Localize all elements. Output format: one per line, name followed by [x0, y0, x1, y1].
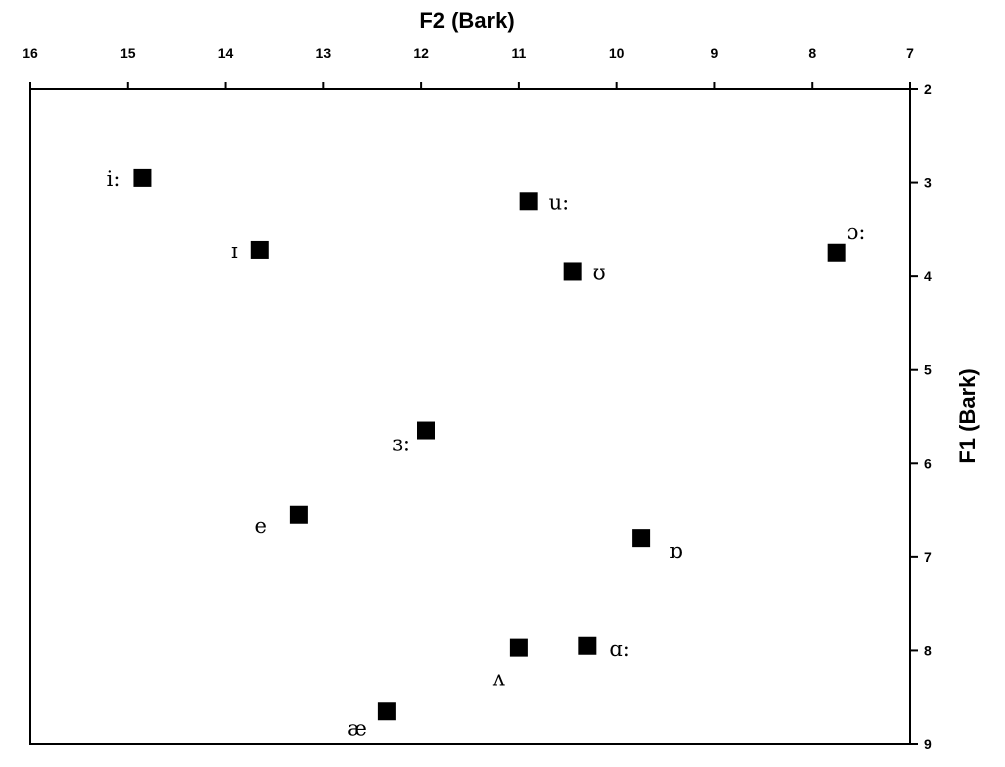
data-point-label: ɔ: — [847, 220, 866, 244]
data-point-marker — [632, 529, 651, 548]
data-point-label: ɒ — [669, 539, 682, 563]
y-tick-label: 3 — [924, 175, 932, 191]
data-point-label: ʊ — [593, 260, 606, 284]
y-tick-label: 5 — [924, 362, 932, 378]
data-point-label: æ — [347, 716, 367, 740]
data-point-label: ɪ — [231, 239, 238, 263]
data-point-marker — [133, 168, 152, 187]
data-point-label: ɜ: — [392, 432, 410, 456]
data-point-label: e — [254, 514, 266, 538]
x-tick-label: 12 — [413, 45, 429, 61]
data-point-marker — [519, 192, 538, 211]
x-tick-label: 15 — [120, 45, 136, 61]
data-point-marker — [509, 638, 528, 657]
x-tick-label: 11 — [511, 45, 526, 61]
data-point-marker — [289, 505, 308, 524]
y-tick-label: 4 — [924, 268, 932, 284]
data-point-label: ʌ — [492, 667, 505, 691]
data-point-marker — [417, 421, 435, 440]
y-tick-label: 8 — [924, 642, 932, 658]
x-tick-label: 7 — [906, 45, 914, 61]
x-tick-label: 14 — [218, 45, 234, 61]
y-tick-label: 9 — [924, 736, 932, 752]
data-point-marker — [377, 702, 396, 721]
x-tick-label: 10 — [609, 45, 625, 61]
x-tick-label: 16 — [22, 45, 38, 61]
x-axis-title: F2 (Bark) — [419, 8, 514, 33]
y-axis: 2 3 4 5 6 7 8 9 — [910, 81, 932, 752]
y-tick-label: 2 — [924, 81, 932, 97]
y-tick-label: 6 — [924, 455, 932, 471]
x-tick-label: 9 — [711, 45, 719, 61]
data-point-label: i: — [107, 167, 121, 191]
y-tick-label: 7 — [924, 549, 932, 565]
x-tick-label: 13 — [316, 45, 332, 61]
data-point-marker — [827, 243, 846, 262]
x-axis: 16 15 14 13 12 11 10 9 8 7 — [22, 45, 914, 89]
plot-frame — [29, 88, 911, 745]
x-tick-label: 8 — [808, 45, 816, 61]
data-points: i: ɪ u: ʊ ɔ: ɜ: e ɒ ʌ ɑ: æ — [107, 167, 866, 740]
data-point-marker — [563, 262, 582, 281]
data-point-label: u: — [549, 190, 570, 214]
data-point-label: ɑ: — [609, 637, 630, 661]
data-point-marker — [250, 240, 269, 259]
y-axis-title: F1 (Bark) — [955, 368, 980, 463]
data-point-marker — [578, 636, 597, 655]
